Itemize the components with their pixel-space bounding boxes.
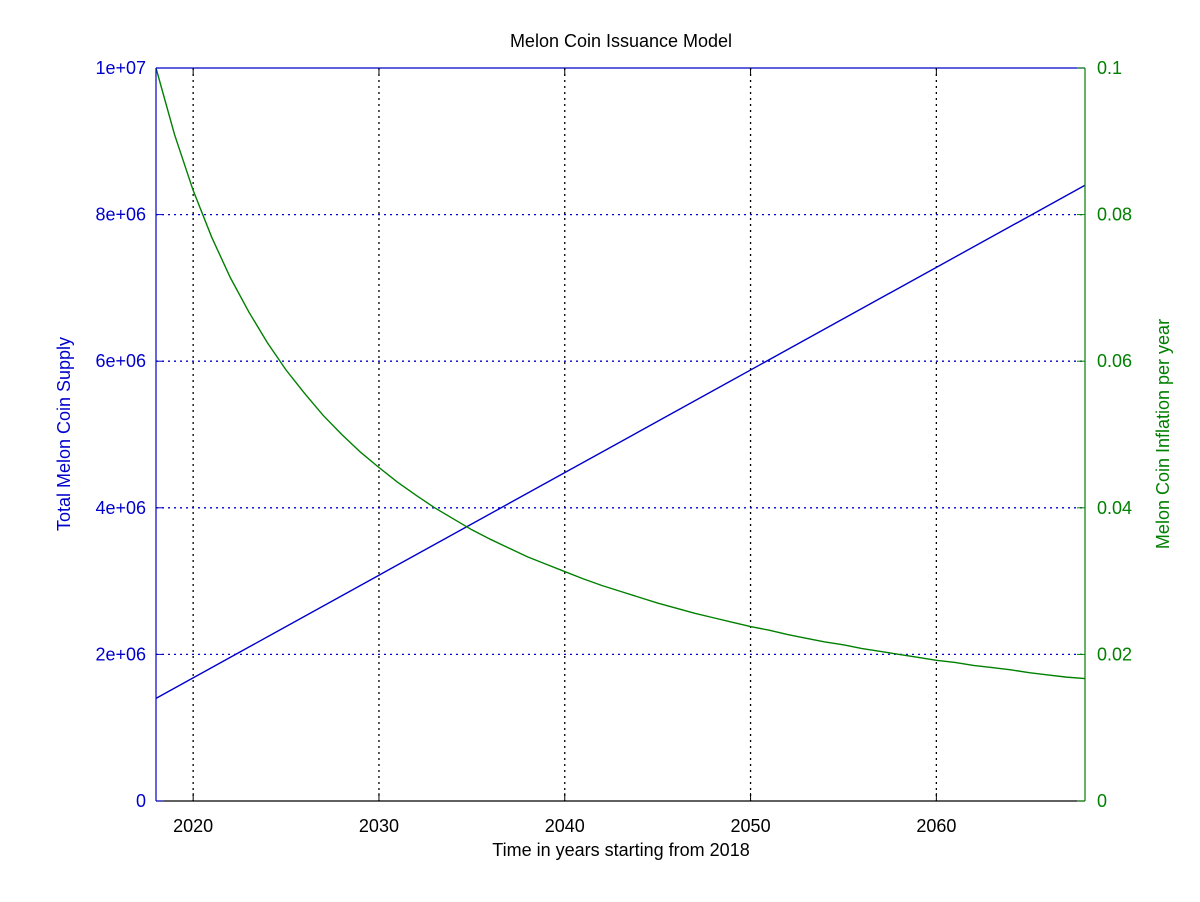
supply-series-line — [155, 184, 1086, 699]
chart-title: Melon Coin Issuance Model — [510, 31, 732, 51]
y-right-tick-label: 0.02 — [1097, 644, 1132, 664]
y-axis-left-label: Total Melon Coin Supply — [54, 337, 74, 531]
ticks-layer: 2020 2030 2040 2050 2060 0 2e+06 4e+06 6e+06 8e+0… — [95, 58, 1132, 836]
grid-layer — [156, 68, 1085, 801]
y-axis-right-label: Melon Coin Inflation per year — [1153, 319, 1173, 549]
y-right-tick-label: 0.06 — [1097, 351, 1132, 371]
y-left-tick-label: 2e+06 — [95, 644, 146, 664]
inflation-series-line — [155, 67, 1086, 680]
x-tick-label: 2030 — [359, 816, 399, 836]
x-tick-label: 2040 — [545, 816, 585, 836]
series-layer — [155, 67, 1086, 699]
x-tick-label: 2050 — [731, 816, 771, 836]
y-left-tick-label: 8e+06 — [95, 205, 146, 225]
y-left-tick-label: 1e+07 — [95, 58, 146, 78]
x-tick-label: 2060 — [916, 816, 956, 836]
y-left-tick-label: 0 — [136, 791, 146, 811]
y-left-tick-label: 4e+06 — [95, 498, 146, 518]
y-right-tick-label: 0 — [1097, 791, 1107, 811]
y-right-tick-label: 0.1 — [1097, 58, 1122, 78]
axes-layer — [155, 67, 1086, 802]
x-axis-label: Time in years starting from 2018 — [492, 840, 749, 860]
y-left-tick-label: 6e+06 — [95, 351, 146, 371]
y-right-tick-label: 0.08 — [1097, 205, 1132, 225]
x-tick-label: 2020 — [173, 816, 213, 836]
y-right-tick-label: 0.04 — [1097, 498, 1132, 518]
